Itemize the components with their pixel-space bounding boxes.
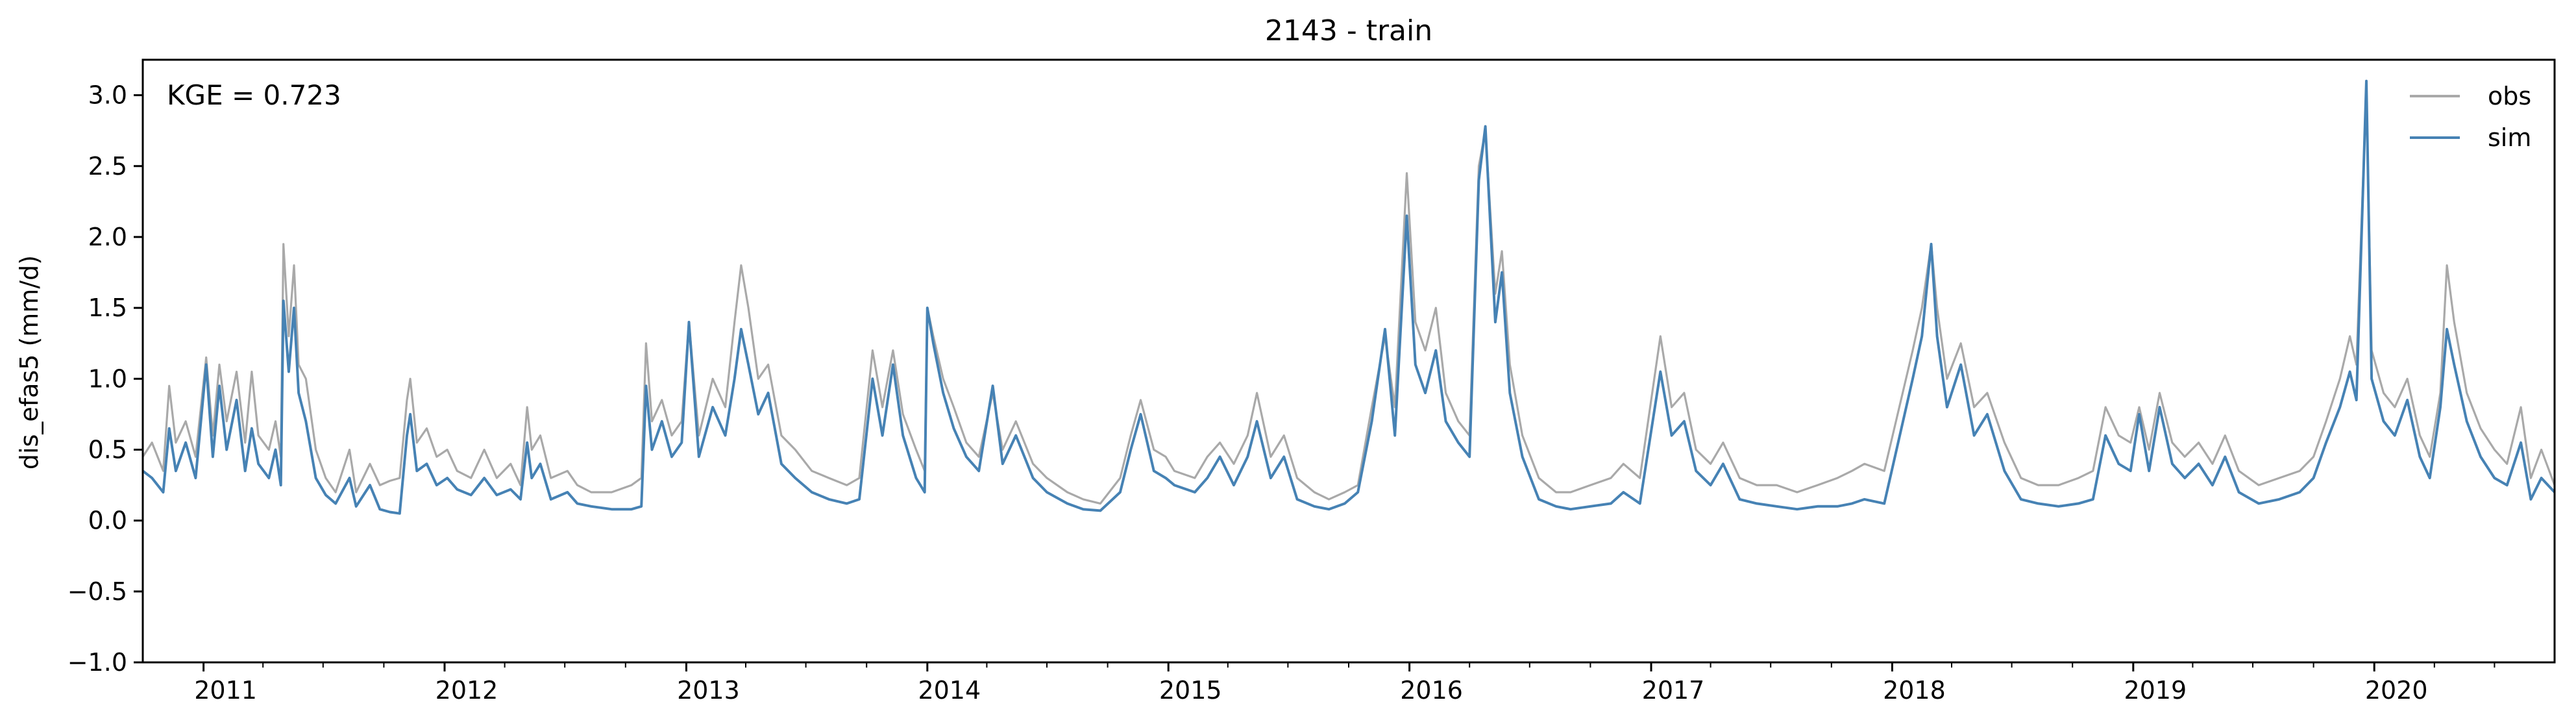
y-tick-label: 0.0 xyxy=(88,507,127,535)
y-tick-label: 2.0 xyxy=(88,223,127,251)
x-tick-label: 2020 xyxy=(2365,676,2428,705)
legend-label-obs: obs xyxy=(2488,82,2531,110)
x-tick-label: 2015 xyxy=(1159,676,1222,705)
chart-title: 2143 - train xyxy=(1265,14,1432,47)
plot-frame xyxy=(141,58,2556,664)
kge-annotation: KGE = 0.723 xyxy=(167,79,341,111)
series-line-obs xyxy=(141,87,2556,505)
legend: obs sim xyxy=(2410,82,2531,152)
x-tick-label: 2017 xyxy=(1642,676,1705,705)
x-tick-label: 2014 xyxy=(918,676,981,705)
y-tick-label: −1.0 xyxy=(67,648,127,677)
series-line-sim xyxy=(141,79,2556,515)
x-tick-label: 2019 xyxy=(2124,676,2187,705)
x-tick-label: 2013 xyxy=(677,676,740,705)
y-tick-label: −0.5 xyxy=(67,577,127,606)
y-tick-label: 1.0 xyxy=(88,364,127,393)
y-tick-label: 2.5 xyxy=(88,152,127,181)
x-axis-ticks: 2011 2012 2013 2014 2015 2016 2017 2018 2019 2020 xyxy=(194,662,2496,705)
y-tick-label: 1.5 xyxy=(88,294,127,322)
legend-label-sim: sim xyxy=(2488,123,2531,152)
x-tick-label: 2018 xyxy=(1883,676,1946,705)
x-tick-label: 2012 xyxy=(435,676,498,705)
x-tick-label: 2011 xyxy=(194,676,257,705)
y-tick-label: 0.5 xyxy=(88,435,127,464)
series-layer xyxy=(141,79,2556,515)
y-axis-label: dis_efas5 (mm/d) xyxy=(15,255,43,469)
x-tick-label: 2016 xyxy=(1400,676,1463,705)
y-tick-label: 3.0 xyxy=(88,81,127,110)
y-axis-ticks: −1.0 −0.5 0.0 0.5 1.0 1.5 2.0 2.5 3.0 xyxy=(67,81,143,677)
